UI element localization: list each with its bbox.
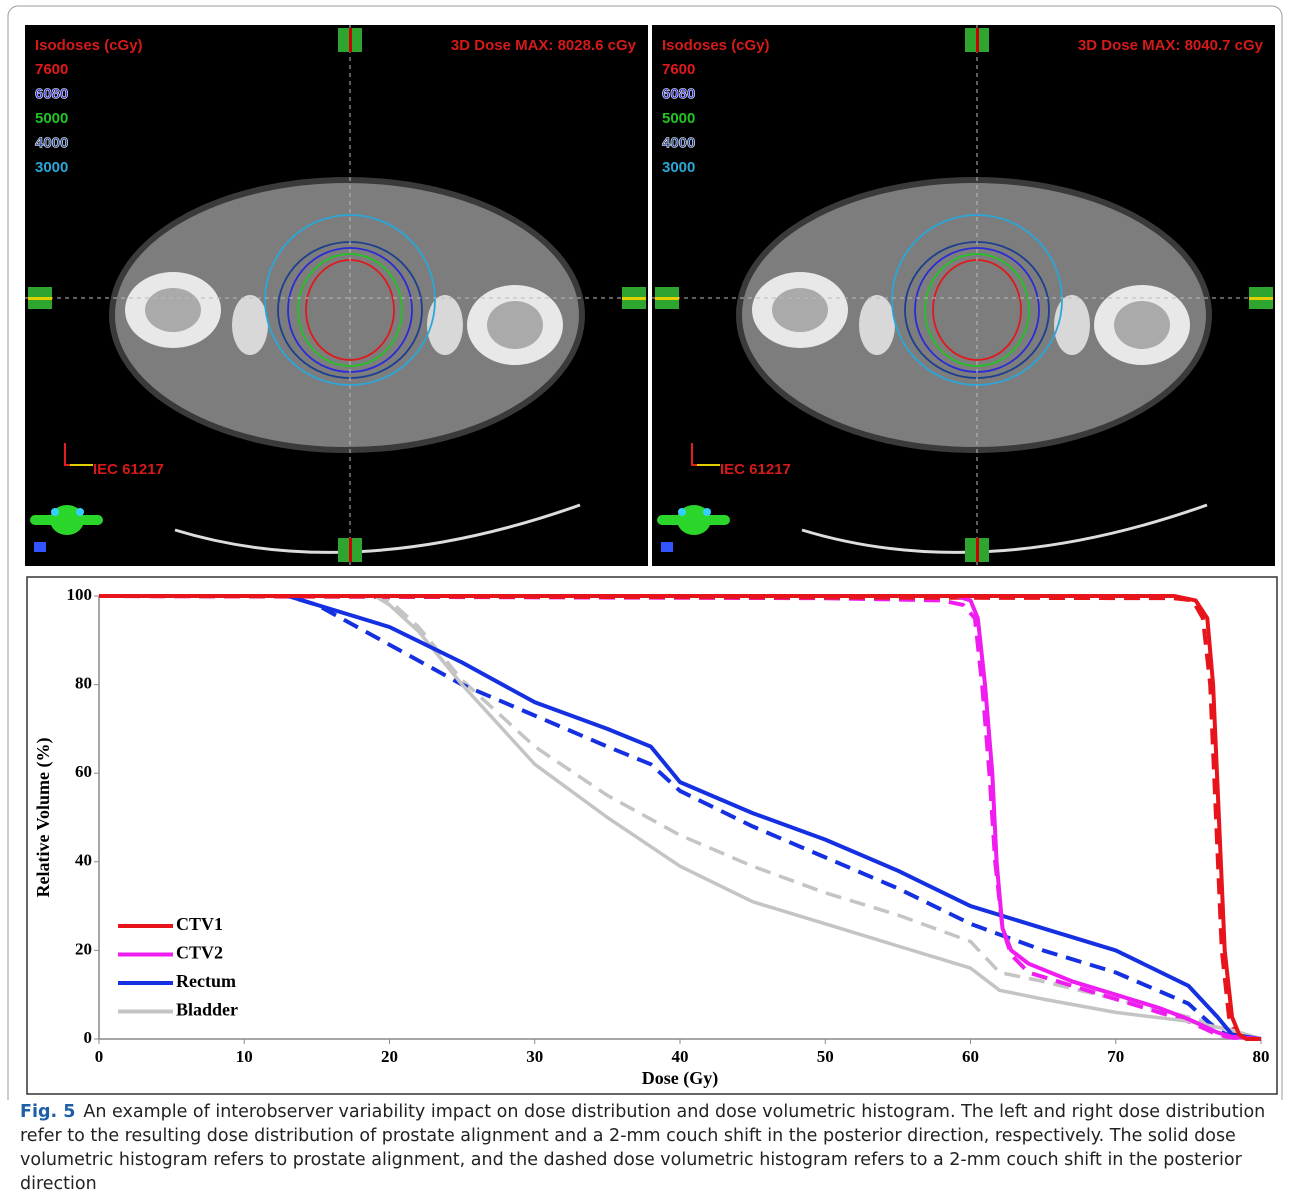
bone-mid-left [232,295,268,355]
chart-frame [26,576,1278,1095]
bone-mid-right [1054,295,1090,355]
x-tick-label: 0 [95,1047,104,1066]
isodose-title: Isodoses (cGy) [662,37,770,54]
dose-max: 3D Dose MAX: 8040.7 cGy [1078,37,1264,54]
x-tick-label: 30 [526,1047,543,1066]
marker-line [349,538,352,562]
patient-icon-eye [76,508,84,516]
couch-arc [174,503,581,554]
y-tick-label: 100 [67,585,93,604]
patient-icon-eye [51,508,59,516]
caption-label: Fig. 5 [20,1102,76,1122]
couch-arc [801,503,1208,554]
arrow-icon [34,542,46,552]
bone-mid-right [427,295,463,355]
marker-line [28,297,52,300]
isodose-level: 4000 [35,134,68,151]
dashed-line [99,594,1262,1041]
x-tick-label: 70 [1107,1047,1124,1066]
bone-right-inner [1114,301,1170,349]
body-outline [736,177,1212,453]
patient-icon-base [657,515,730,525]
line [99,594,1262,1041]
marker-line [655,297,679,300]
iec-label: IEC 61217 [93,461,164,478]
y-tick-label: 20 [75,939,92,958]
y-tick-label: 40 [75,851,92,870]
x-tick-label: 40 [672,1047,689,1066]
panel-divider [648,25,652,566]
x-tick-label: 20 [381,1047,398,1066]
bone-mid-left [859,295,895,355]
y-tick-label: 0 [84,1028,93,1047]
isodose-contour [924,253,1030,367]
isodose-level: 3000 [35,159,68,176]
arrow-icon [661,542,673,552]
marker-line [976,538,979,562]
line [99,594,1261,1041]
dose-max: 3D Dose MAX: 8028.6 cGy [451,37,637,54]
ct-panel: Isodoses (cGy) 7600 6080 5000 4000 3000 3D Dos… [652,25,1275,566]
marker-line [976,28,979,52]
y-axis-title: Relative Volume (%) [33,738,54,898]
marker-line [622,297,646,300]
iec-label: IEC 61217 [720,461,791,478]
line [99,594,1262,1041]
bone-right-inner [487,301,543,349]
bone-left-inner [772,288,828,332]
caption: Fig. 5 An example of interobserver variab… [20,1100,1275,1196]
x-tick-label: 50 [817,1047,834,1066]
isodose-level: 6080 [662,85,695,102]
isodose-level: 7600 [35,61,68,78]
caption-text: An example of interobserver variability … [20,1102,1266,1194]
marker-line [349,28,352,52]
line [99,594,1262,1041]
marker-line [1249,297,1273,300]
figure-border [7,5,1283,1100]
body-outline [109,177,585,453]
legend-label: Bladder [176,1000,238,1020]
isodose-contour [297,253,403,367]
legend-label: CTV1 [176,914,223,934]
legend-label: CTV2 [176,943,223,963]
patient-icon-base [30,515,103,525]
bone-left-inner [145,288,201,332]
isodose-level: 5000 [662,110,695,127]
isodose-level: 3000 [662,159,695,176]
isodose-level: 4000 [662,134,695,151]
isodose-level: 6080 [35,85,68,102]
legend-label: Rectum [176,971,236,991]
x-tick-label: 60 [962,1047,979,1066]
isodose-level: 7600 [662,61,695,78]
x-tick-label: 80 [1253,1047,1270,1066]
patient-icon-eye [678,508,686,516]
isodose-title: Isodoses (cGy) [35,37,143,54]
patient-icon-eye [703,508,711,516]
y-tick-label: 80 [75,674,92,693]
y-tick-label: 60 [75,762,92,781]
x-tick-label: 10 [236,1047,253,1066]
isodose-level: 5000 [35,110,68,127]
x-axis-title: Dose (Gy) [642,1068,718,1089]
ct-panel: Isodoses (cGy) 7600 6080 5000 4000 3000 3D Dos… [25,25,648,566]
